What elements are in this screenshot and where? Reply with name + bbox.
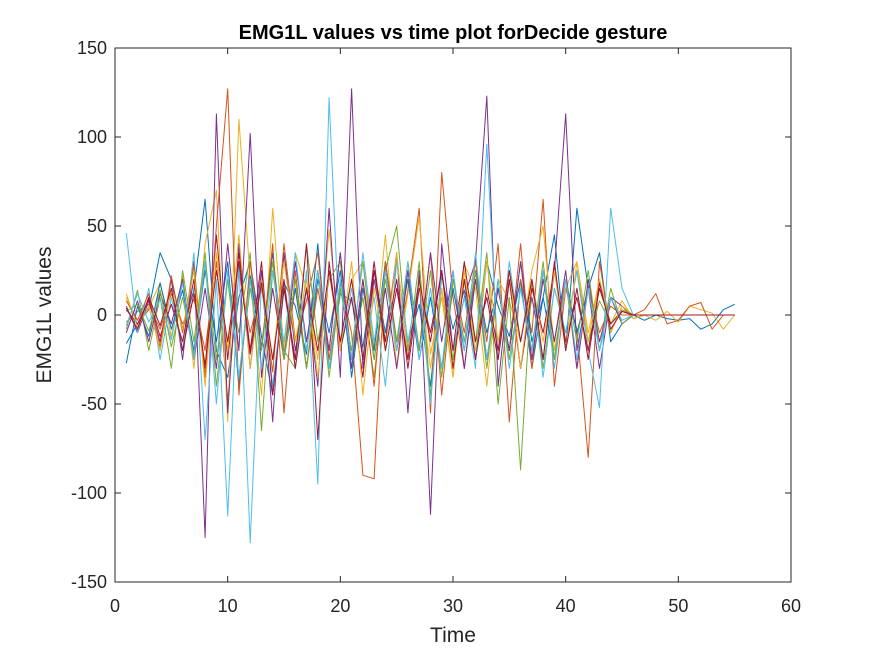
y-tick-label: -150	[71, 572, 107, 592]
y-tick-label: 100	[77, 127, 107, 147]
chart-title: EMG1L values vs time plot forDecide gest…	[239, 22, 668, 44]
series-line-14	[125, 261, 735, 369]
y-tick-label: -50	[81, 394, 107, 414]
y-tick-label: -100	[71, 483, 107, 503]
y-axis-label: EMG1L values	[33, 247, 56, 384]
series-line-3	[125, 118, 736, 423]
x-tick-label: 0	[110, 596, 120, 616]
x-tick-label: 20	[330, 596, 350, 616]
series-lines	[125, 88, 736, 544]
x-tick-label: 60	[781, 596, 801, 616]
x-tick-label: 50	[668, 596, 688, 616]
x-tick-label: 30	[443, 596, 463, 616]
y-axis-ticks: -150 -100 -50 0 50 100 150	[71, 38, 791, 592]
x-tick-label: 10	[218, 596, 238, 616]
y-tick-label: 150	[77, 38, 107, 58]
y-tick-label: 50	[87, 216, 107, 236]
x-tick-label: 40	[556, 596, 576, 616]
x-axis-ticks: 0 10 20 30 40 50 60	[110, 48, 801, 616]
x-axis-label: Time	[430, 624, 476, 647]
y-tick-label: 0	[97, 305, 107, 325]
